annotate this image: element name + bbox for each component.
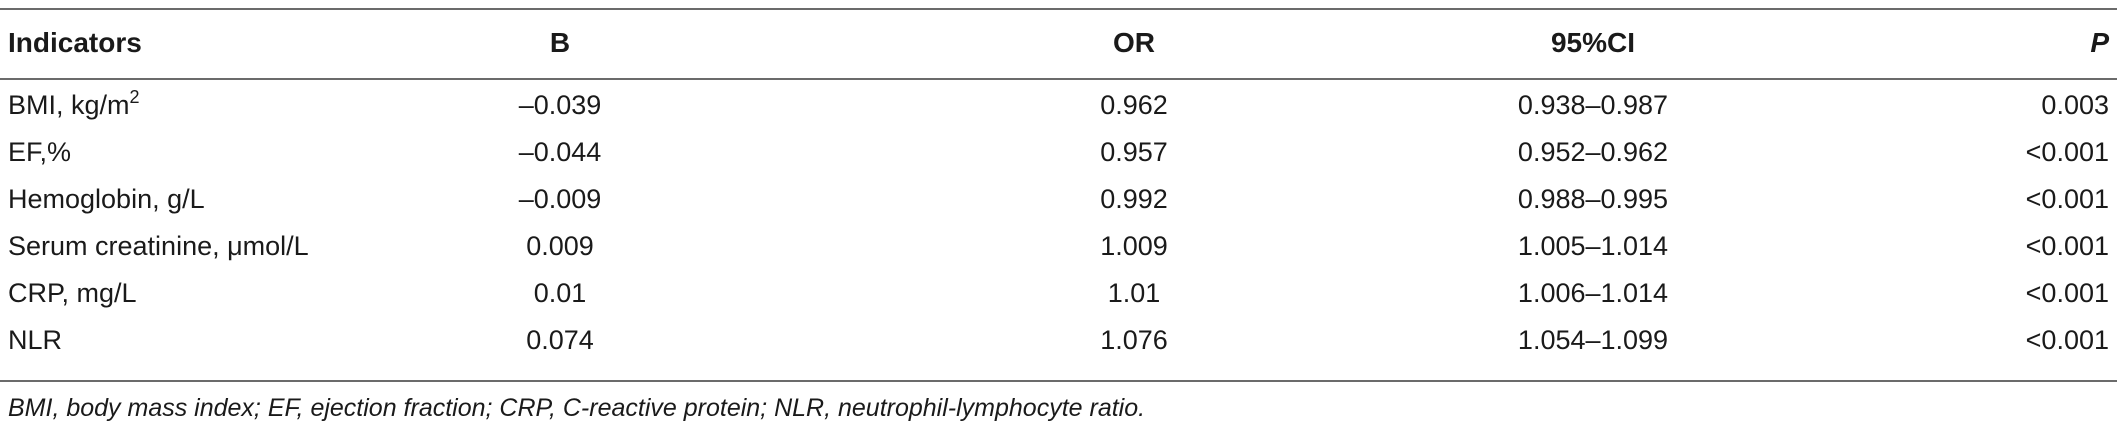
table-header-rule	[0, 78, 2117, 80]
cell-p: 0.003	[2041, 90, 2109, 120]
cell-ci: 1.054–1.099	[1517, 325, 1669, 355]
cell-b: –0.039	[518, 90, 602, 120]
cell-ci: 0.952–0.962	[1517, 137, 1669, 167]
header-ci: 95%CI	[1550, 27, 1636, 58]
cell-indicator: EF,%	[8, 137, 72, 167]
header-or: OR	[1113, 27, 1155, 58]
table-footnote: BMI, body mass index; EF, ejection fract…	[8, 394, 1146, 422]
cell-p: <0.001	[2025, 325, 2109, 355]
header-indicators: Indicators	[8, 27, 142, 58]
table-bottom-rule	[0, 380, 2117, 382]
header-b: B	[549, 27, 571, 58]
table-top-rule	[0, 8, 2117, 10]
table-row: NLR 0.074 1.076 1.054–1.099 <0.001	[0, 317, 2117, 363]
header-p: P	[2090, 27, 2109, 58]
cell-b: 0.009	[526, 231, 594, 261]
cell-or: 1.009	[1100, 231, 1168, 261]
cell-ci: 0.938–0.987	[1517, 90, 1669, 120]
cell-b: 0.01	[533, 278, 587, 308]
table-header-row: Indicators B OR 95%CI P	[0, 18, 2117, 68]
cell-p: <0.001	[2025, 137, 2109, 167]
cell-p: <0.001	[2025, 278, 2109, 308]
cell-or: 1.01	[1107, 278, 1161, 308]
cell-or: 0.957	[1100, 137, 1168, 167]
cell-b: –0.009	[518, 184, 602, 214]
cell-indicator: NLR	[8, 325, 63, 355]
cell-or: 1.076	[1100, 325, 1168, 355]
cell-indicator: CRP, mg/L	[8, 278, 137, 308]
cell-b: 0.074	[526, 325, 594, 355]
table-row: Serum creatinine, μmol/L 0.009 1.009 1.0…	[0, 223, 2117, 269]
table-row: Hemoglobin, g/L –0.009 0.992 0.988–0.995…	[0, 176, 2117, 222]
cell-p: <0.001	[2025, 231, 2109, 261]
cell-ci: 1.005–1.014	[1517, 231, 1669, 261]
cell-indicator: Serum creatinine, μmol/L	[8, 231, 309, 261]
cell-b: –0.044	[518, 137, 602, 167]
table-row: CRP, mg/L 0.01 1.01 1.006–1.014 <0.001	[0, 270, 2117, 316]
cell-or: 0.992	[1100, 184, 1168, 214]
cell-ci: 0.988–0.995	[1517, 184, 1669, 214]
table-row: EF,% –0.044 0.957 0.952–0.962 <0.001	[0, 129, 2117, 175]
cell-ci: 1.006–1.014	[1517, 278, 1669, 308]
table-row: BMI, kg/m2 –0.039 0.962 0.938–0.987 0.00…	[0, 82, 2117, 128]
cell-indicator: Hemoglobin, g/L	[8, 184, 205, 214]
cell-indicator: BMI, kg/m2	[8, 87, 140, 120]
cell-or: 0.962	[1100, 90, 1168, 120]
cell-p: <0.001	[2025, 184, 2109, 214]
